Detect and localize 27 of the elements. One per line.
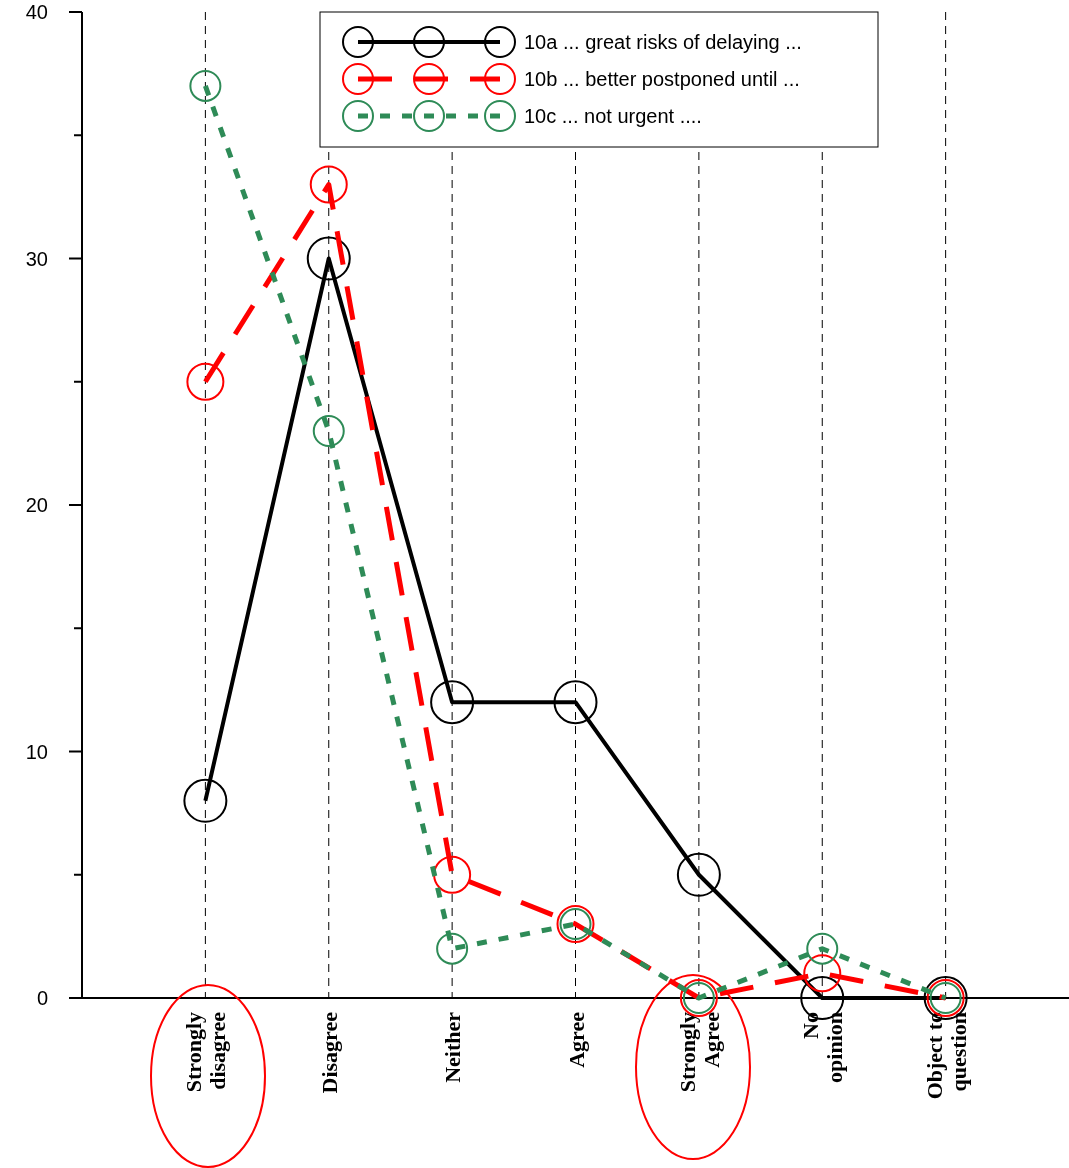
point	[553, 680, 598, 725]
legend-label: 10b ... better postponed until ...	[524, 68, 800, 90]
y-tick-label: 20	[25, 494, 48, 516]
point	[676, 852, 721, 897]
point	[806, 932, 839, 965]
x-tick-label: Strongly Agree	[674, 1011, 724, 1093]
legend-label: 10c ... not urgent ....	[524, 105, 702, 127]
point	[436, 932, 469, 965]
x-tick-label: Strongly disagree	[181, 1011, 231, 1093]
y-tick-label: 0	[36, 987, 48, 1009]
x-tick-label: Agree	[563, 1011, 589, 1068]
y-tick-label: 10	[25, 740, 48, 763]
y-tick-label: 30	[25, 247, 48, 270]
point	[186, 362, 225, 401]
point	[430, 680, 475, 725]
x-tick-label: No opinion	[798, 1012, 848, 1083]
y-tick-label: 40	[25, 1, 48, 23]
point	[189, 69, 222, 102]
point	[312, 415, 345, 448]
x-tick-label: Neither	[440, 1011, 466, 1083]
point	[309, 165, 348, 204]
legend-label: 10a ... great risks of delaying ...	[524, 31, 802, 53]
point	[803, 954, 842, 993]
point	[306, 236, 351, 281]
point	[433, 855, 472, 894]
point	[183, 778, 228, 823]
x-tick-label: Disagree	[316, 1011, 342, 1094]
